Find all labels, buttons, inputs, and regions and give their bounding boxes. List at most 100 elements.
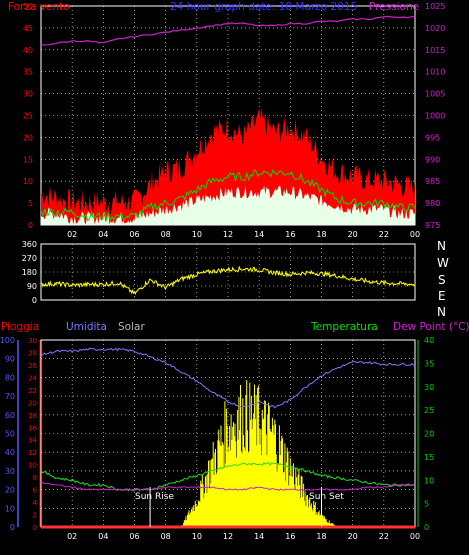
humidity-ytick-70: 70 [5,392,15,401]
direction-ytick-90: 90 [27,282,37,291]
humidity-ytick-60: 60 [5,411,15,420]
solar-ytick-4: 4 [33,499,38,507]
wind-ytick-45: 45 [23,24,33,33]
climate-panel-xtick-22: 22 [379,532,389,541]
pressure-ytick-1015: 1015 [425,46,445,55]
pressure-ytick-975: 975 [425,221,440,230]
solar-ytick-6: 6 [33,487,38,495]
wind-ytick-15: 15 [23,155,33,164]
pressure-ytick-1000: 1000 [425,112,445,121]
wind-panel-xtick-04: 04 [98,230,108,239]
wind-panel-xtick-14: 14 [254,230,264,239]
solar-ytick-24: 24 [28,374,37,382]
humidity-ytick-20: 20 [5,486,15,495]
temperature-ytick-0: 0 [424,523,429,532]
solar-ytick-28: 28 [28,349,37,357]
pressure-ytick-995: 995 [425,133,440,142]
wind-ytick-40: 40 [23,46,33,55]
compass-north-2: N [437,305,446,319]
temperature-ytick-25: 25 [424,406,434,415]
humidity-line [40,347,416,409]
pressure-ytick-1025: 1025 [425,2,445,11]
pressure-ytick-980: 980 [425,199,440,208]
wind-ytick-25: 25 [23,112,33,121]
solar-legend: Solar [118,321,145,333]
solar-ytick-0: 0 [33,524,37,532]
wind-panel-xtick-08: 08 [161,230,171,239]
solar-ytick-22: 22 [28,387,37,395]
climate-panel-xtick-16: 16 [285,532,295,541]
wind-speed-legend: Forza vento [8,1,70,13]
humidity-ytick-30: 30 [5,467,15,476]
solar-ytick-16: 16 [28,424,37,432]
dewpoint-legend: Dew Point (°C) [393,321,469,333]
climate-panel-xtick-06: 06 [129,532,139,541]
wind-ytick-50: 50 [23,2,33,11]
wind-ytick-20: 20 [23,133,33,142]
humidity-ytick-90: 90 [5,355,15,364]
temperature-ytick-30: 30 [424,383,434,392]
solar-ytick-18: 18 [28,412,37,420]
humidity-ytick-10: 10 [5,504,15,513]
wind-direction-line [40,265,416,295]
humidity-ytick-40: 40 [5,448,15,457]
wind-panel-xtick-02: 02 [67,230,77,239]
solar-ytick-30: 30 [28,337,37,345]
climate-panel-xtick-10: 10 [192,532,202,541]
temperature-ytick-15: 15 [424,453,434,462]
solar-ytick-10: 10 [28,462,37,470]
solar-ytick-20: 20 [28,399,37,407]
wind-average-line [40,169,416,222]
pressure-ytick-990: 990 [425,155,440,164]
wind-panel-xtick-22: 22 [379,230,389,239]
graph-title: 24 hour graph date: 10 Marzo 2015 [170,1,358,13]
wind-panel-xtick-16: 16 [285,230,295,239]
wind-ytick-5: 5 [28,199,33,208]
climate-panel-xtick-02: 02 [67,532,77,541]
wind-panel-xtick-10: 10 [192,230,202,239]
solar-ytick-26: 26 [28,362,37,370]
humidity-ytick-0: 0 [10,523,15,532]
wind-panel-xtick-06: 06 [129,230,139,239]
humidity-ytick-50: 50 [5,430,15,439]
temperature-line [40,462,416,492]
temperature-ytick-35: 35 [424,359,434,368]
climate-panel-xtick-00: 00 [410,532,420,541]
temperature-ytick-20: 20 [424,430,434,439]
climate-panel-xtick-20: 20 [348,532,358,541]
temperature-ytick-5: 5 [424,500,429,509]
direction-ytick-0: 0 [32,296,37,305]
direction-ytick-360: 360 [22,240,37,249]
compass-south: S [438,273,446,287]
dewpoint-line [40,481,416,491]
wind-ytick-35: 35 [23,68,33,77]
climate-panel-xtick-18: 18 [316,532,326,541]
wind-panel-xtick-20: 20 [348,230,358,239]
temperature-ytick-10: 10 [424,476,434,485]
solar-ytick-14: 14 [28,437,37,445]
solar-ytick-12: 12 [28,449,37,457]
solar-ytick-8: 8 [33,474,37,482]
direction-ytick-180: 180 [22,268,37,277]
wind-panel-xtick-00: 00 [410,230,420,239]
wind-ytick-30: 30 [23,90,33,99]
wind-ytick-0: 0 [28,221,33,230]
climate-panel-xtick-12: 12 [223,532,233,541]
solar-ytick-2: 2 [33,512,37,520]
direction-ytick-270: 270 [22,254,37,263]
climate-panel-xtick-04: 04 [98,532,108,541]
pressure-ytick-1005: 1005 [425,90,445,99]
climate-panel-xtick-14: 14 [254,532,264,541]
compass-north: N [437,239,446,253]
compass-east: E [438,289,446,303]
wind-ytick-10: 10 [23,177,33,186]
wind-panel-xtick-12: 12 [223,230,233,239]
pressure-line [40,15,416,46]
sun-set-annotation: Sun Set [309,492,344,502]
temperature-ytick-40: 40 [424,336,434,345]
pressure-ytick-1010: 1010 [425,68,445,77]
compass-west: W [437,256,449,270]
humidity-ytick-80: 80 [5,373,15,382]
temperature-legend: Temperatura [311,321,378,333]
